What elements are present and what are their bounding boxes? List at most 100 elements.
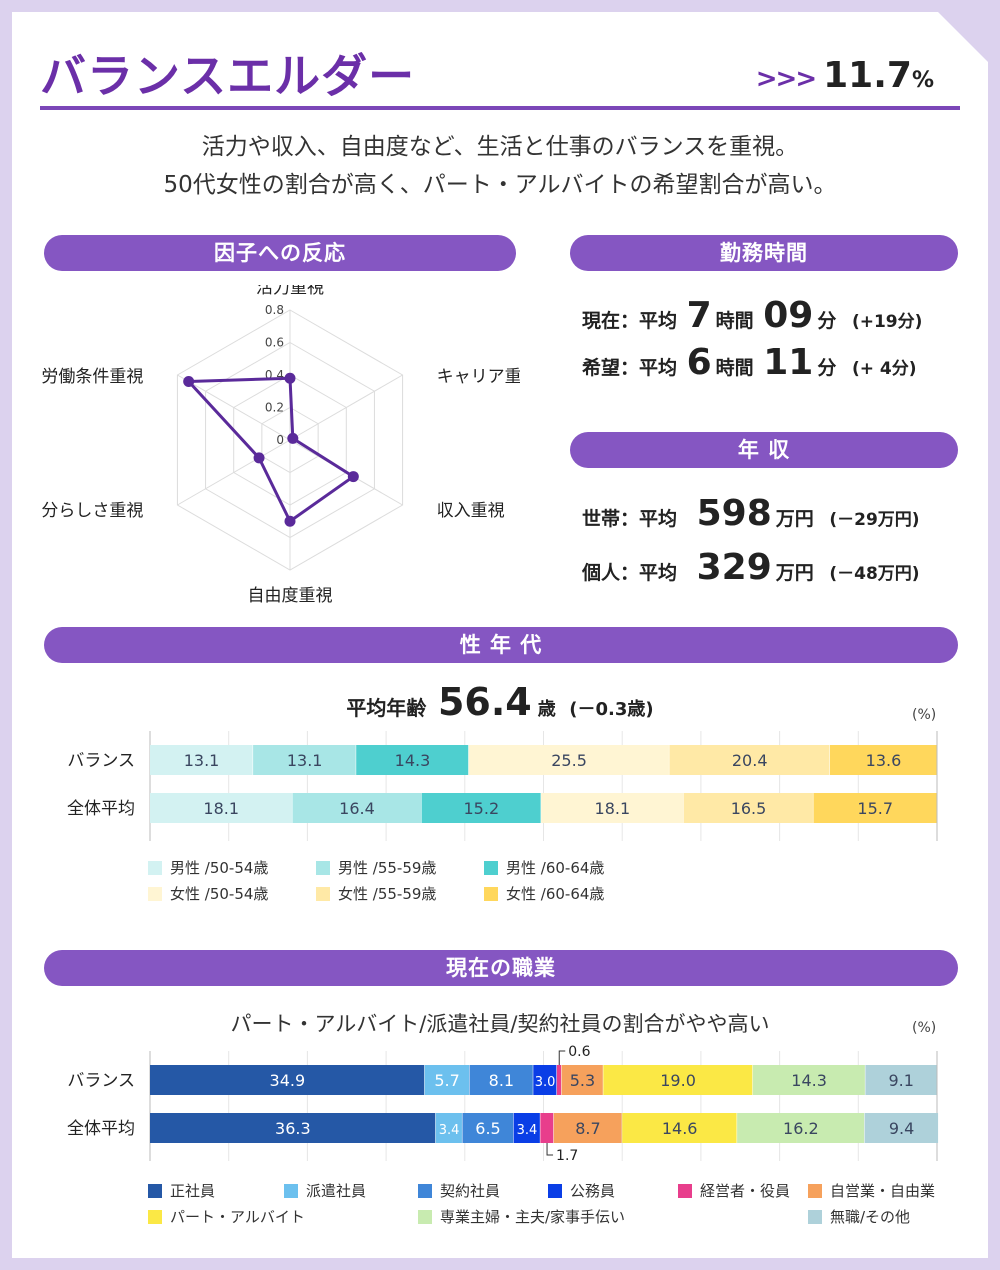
legend-label: 公務員 — [570, 1182, 616, 1200]
legend-label: 女性 /55-59歳 — [338, 885, 437, 903]
category-label: バランス — [67, 751, 135, 771]
data-label: 34.9 — [270, 1071, 306, 1090]
data-label: 16.5 — [731, 799, 767, 818]
title-divider — [40, 106, 960, 110]
data-label: 3.0 — [535, 1075, 556, 1090]
data-label: 18.1 — [595, 799, 631, 818]
data-label: 3.4 — [517, 1123, 538, 1138]
data-label: 5.7 — [434, 1071, 459, 1090]
legend-swatch — [484, 861, 498, 875]
bar-segment — [150, 745, 253, 775]
radar-axis-label: 自分らしさ重視 — [40, 501, 143, 521]
page-title: バランスエルダー — [40, 49, 416, 103]
personal-unit: 万円 — [775, 562, 814, 584]
data-label: 16.2 — [783, 1119, 819, 1138]
data-label: 15.2 — [464, 799, 500, 818]
description: 活力や収入、自由度など、生活と仕事のバランスを重視。 50代女性の割合が高く、パ… — [40, 128, 960, 204]
legend-item: 女性 /50-54歳 — [148, 883, 268, 904]
callout-line — [558, 1050, 566, 1065]
household-unit: 万円 — [775, 508, 814, 530]
radar-tick-label: 0 — [276, 433, 284, 447]
legend-label: 専業主婦・主夫/家事手伝い — [440, 1208, 626, 1226]
radar-labels: 活力重視キャリア重視収入重視自由度重視 自分らしさ重視労働条件重視 — [40, 285, 520, 605]
bar-segment — [541, 793, 684, 823]
radar-point — [347, 471, 359, 483]
bar-segment — [253, 745, 356, 775]
data-label: 13.1 — [287, 751, 323, 770]
radar-tick-label: 0.8 — [265, 303, 284, 317]
desired-minutes-unit: 分 — [817, 357, 837, 379]
bar-segment — [424, 1065, 470, 1095]
radar-spoke — [177, 439, 291, 506]
avg-age-label: 平均年齢 — [346, 696, 427, 720]
legend-label: 経営者・役員 — [700, 1182, 791, 1200]
personal-label: 個人：平均 — [582, 562, 678, 584]
legend-label: 無職/その他 — [830, 1208, 911, 1226]
legend-item: 自営業・自由業 — [808, 1180, 935, 1201]
section-occupation: 現在の職業 — [44, 950, 958, 986]
income-household: 世帯：平均 598 万円 (－29万円) — [582, 493, 920, 534]
legend-item: 経営者・役員 — [678, 1180, 790, 1201]
bar-segment — [865, 1065, 937, 1095]
data-label: 15.7 — [857, 799, 893, 818]
data-label: 9.4 — [889, 1119, 914, 1138]
occupation-callouts: 0.6 1.7 — [546, 1044, 591, 1164]
bar-segment — [669, 745, 830, 775]
legend-label: パート・アルバイト — [170, 1208, 305, 1226]
occupation-legend: 正社員 派遣社員 契約社員 公務員 経営者・役員 自営業・自由業 パート・アルバイト 専業主婦… — [148, 1180, 948, 1230]
data-label: 9.1 — [888, 1071, 913, 1090]
bar-segment — [556, 1065, 562, 1095]
work-hours-current: 現在：平均 7 時間 09 分 (+19分) — [582, 295, 922, 336]
bar-segment — [561, 1065, 603, 1095]
arrows-icon: >>> — [755, 64, 817, 94]
bar-segment — [435, 1113, 462, 1143]
data-label: 8.7 — [575, 1119, 600, 1138]
radar-spoke — [177, 374, 291, 441]
legend-swatch — [418, 1184, 432, 1198]
personal-value: 329 — [696, 547, 772, 588]
share-value: >>> 11.7% — [756, 55, 934, 96]
data-label: 18.1 — [203, 799, 239, 818]
legend-swatch — [548, 1184, 562, 1198]
legend-swatch — [316, 887, 330, 901]
current-diff: (+19分) — [851, 312, 923, 332]
legend-label: 男性 /50-54歳 — [170, 859, 269, 877]
household-value: 598 — [696, 493, 772, 534]
legend-swatch — [148, 861, 162, 875]
radar-point — [287, 432, 299, 444]
household-diff: (－29万円) — [829, 510, 920, 530]
bar-segment — [462, 1113, 514, 1143]
radar-chart: 00.20.40.60.8 活力重視キャリア重視収入重視自由度重視自分らしさ重視… — [40, 285, 520, 605]
legend-item: 契約社員 — [418, 1180, 500, 1201]
bar-segment — [540, 1113, 554, 1143]
desired-minutes: 11 — [763, 342, 814, 383]
legend-item: 無職/その他 — [808, 1206, 910, 1227]
legend-swatch — [808, 1210, 822, 1224]
current-hours: 7 — [686, 295, 712, 336]
category-label: 全体平均 — [67, 1119, 135, 1139]
data-label: 14.3 — [395, 751, 431, 770]
radar-grid — [176, 309, 404, 571]
household-label: 世帯：平均 — [582, 508, 678, 530]
data-label: 14.6 — [662, 1119, 698, 1138]
bar-segment — [356, 745, 469, 775]
avg-age-unit: 歳 — [537, 699, 556, 720]
legend-label: 自営業・自由業 — [830, 1182, 936, 1200]
legend-item: 女性 /55-59歳 — [316, 883, 436, 904]
radar-point — [253, 452, 265, 464]
bar-segment — [603, 1065, 753, 1095]
bar-segment — [737, 1113, 865, 1143]
legend-item: 男性 /60-64歳 — [484, 857, 604, 878]
legend-label: 男性 /55-59歳 — [338, 859, 437, 877]
legend-swatch — [284, 1184, 298, 1198]
radar-axis-label: 収入重視 — [437, 501, 505, 521]
legend-swatch — [678, 1184, 692, 1198]
bar-segment — [150, 793, 292, 823]
desired-label: 希望：平均 — [582, 357, 678, 379]
income-personal: 個人：平均 329 万円 (－48万円) — [582, 547, 920, 588]
bar-segment — [150, 1065, 425, 1095]
data-label: 8.1 — [489, 1071, 514, 1090]
data-label: 13.1 — [184, 751, 220, 770]
